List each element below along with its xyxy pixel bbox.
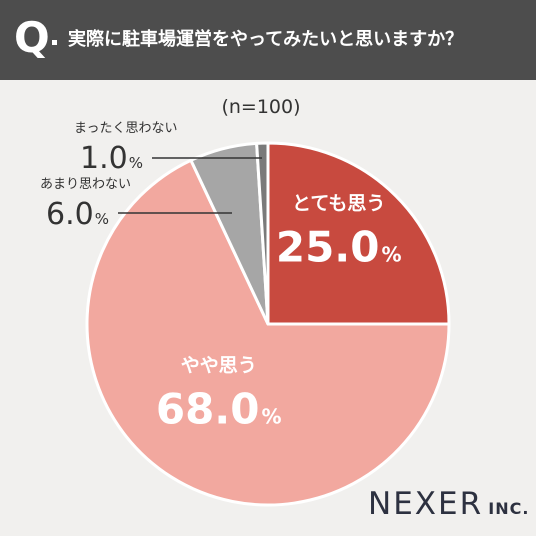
logo-main: NEXER [368,486,484,522]
question-title: 実際に駐車場運営をやってみたいと思いますか？ [68,29,464,50]
slice-value-not-at-all: 1.0% [80,141,143,176]
slice-value-somewhat: 68.0% [156,385,282,434]
logo-sub: INC. [488,499,530,518]
slice-label-not-much: あまり思わない [40,177,131,192]
pie-slice-somewhat [85,158,451,507]
question-header: Q 実際に駐車場運営をやってみたいと思いますか？ [0,0,536,80]
q-letter: Q [14,13,50,62]
pie-slice-very-much [266,141,451,326]
slice-label-very-much: とても思う [292,192,385,214]
sample-size-label: (n=100) [221,96,301,118]
slice-value-very-much: 25.0% [276,222,402,271]
nexer-logo: NEXER INC. [368,486,528,526]
slice-label-somewhat: やや思う [181,355,257,377]
slice-value-not-much: 6.0% [46,197,109,232]
pie-slice-not-at-all [255,141,270,326]
slice-label-not-at-all: まったく思わない [74,121,177,136]
q-dot [52,40,57,45]
